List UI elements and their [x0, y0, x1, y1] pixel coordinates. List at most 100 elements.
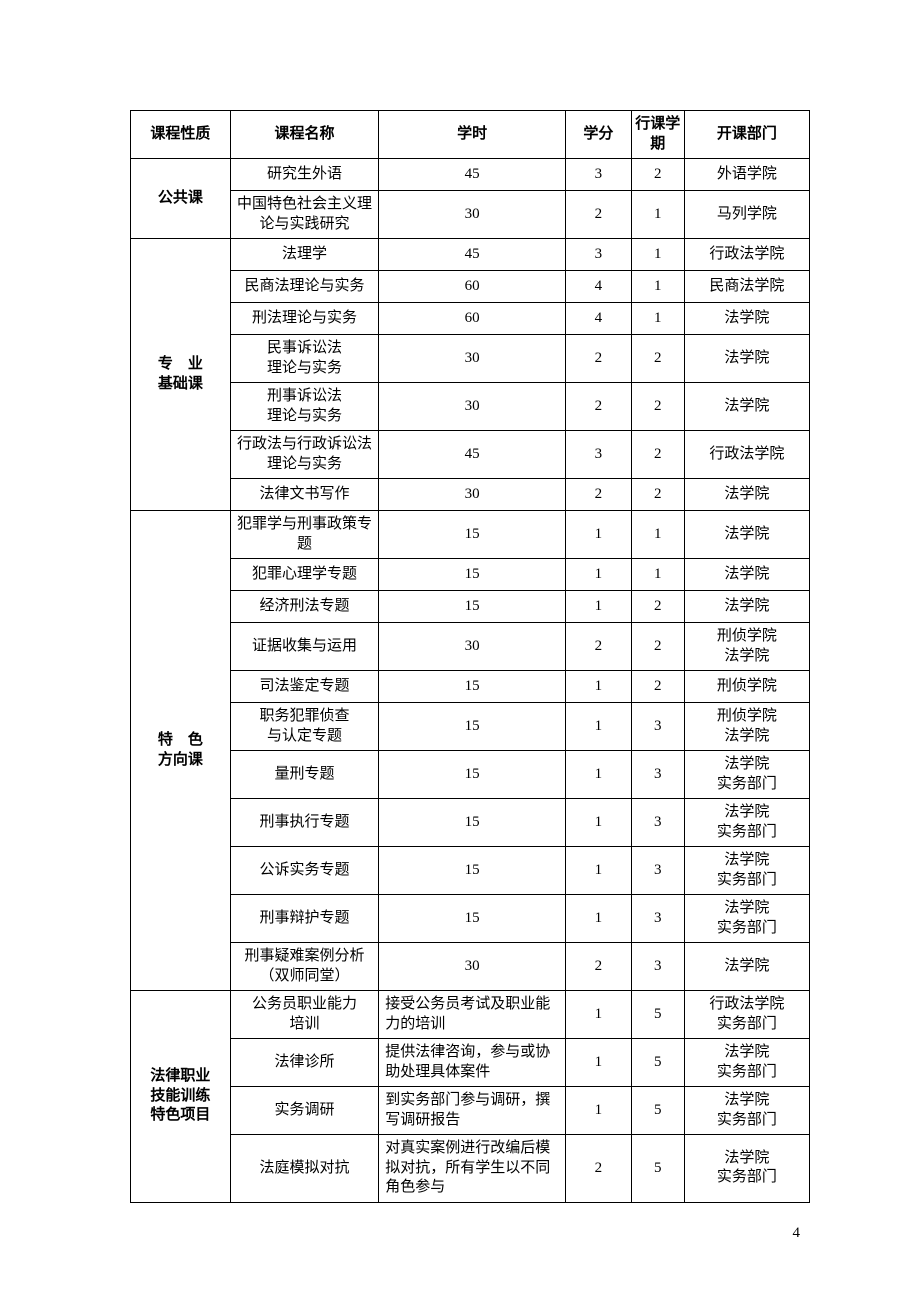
course-credit: 2 [565, 1135, 631, 1203]
course-semester: 5 [631, 991, 684, 1039]
category-cell: 法律职业 技能训练 特色项目 [131, 991, 231, 1203]
table-row: 特 色 方向课 犯罪学与刑事政策专题 15 1 1 法学院 [131, 511, 810, 559]
course-dept: 法学院 [684, 335, 809, 383]
table-row: 专 业 基础课 法理学 45 3 1 行政法学院 [131, 239, 810, 271]
course-semester: 2 [631, 335, 684, 383]
course-name: 民商法理论与实务 [230, 271, 379, 303]
course-name: 公诉实务专题 [230, 847, 379, 895]
course-hours: 60 [379, 271, 566, 303]
course-dept: 法学院实务部门 [684, 799, 809, 847]
course-name: 行政法与行政诉讼法理论与实务 [230, 431, 379, 479]
course-hours: 60 [379, 303, 566, 335]
table-row: 民商法理论与实务 60 4 1 民商法学院 [131, 271, 810, 303]
table-row: 刑事执行专题 15 1 3 法学院实务部门 [131, 799, 810, 847]
course-hours: 30 [379, 191, 566, 239]
course-name: 刑事诉讼法理论与实务 [230, 383, 379, 431]
course-semester: 1 [631, 511, 684, 559]
course-name: 量刑专题 [230, 751, 379, 799]
course-semester: 2 [631, 159, 684, 191]
table-row: 行政法与行政诉讼法理论与实务 45 3 2 行政法学院 [131, 431, 810, 479]
course-semester: 2 [631, 479, 684, 511]
course-hours: 30 [379, 479, 566, 511]
course-credit: 1 [565, 799, 631, 847]
course-hours: 45 [379, 159, 566, 191]
course-credit: 1 [565, 671, 631, 703]
table-row: 犯罪心理学专题 15 1 1 法学院 [131, 559, 810, 591]
course-semester: 2 [631, 431, 684, 479]
course-dept: 法学院实务部门 [684, 1135, 809, 1203]
course-credit: 1 [565, 511, 631, 559]
page-number: 4 [793, 1225, 801, 1242]
category-cell: 特 色 方向课 [131, 511, 231, 991]
course-semester: 5 [631, 1087, 684, 1135]
table-row: 职务犯罪侦查与认定专题 15 1 3 刑侦学院法学院 [131, 703, 810, 751]
header-department: 开课部门 [684, 111, 809, 159]
course-semester: 3 [631, 943, 684, 991]
course-name: 证据收集与运用 [230, 623, 379, 671]
table-row: 经济刑法专题 15 1 2 法学院 [131, 591, 810, 623]
course-credit: 1 [565, 591, 631, 623]
course-hours: 15 [379, 751, 566, 799]
course-dept: 刑侦学院 [684, 671, 809, 703]
course-hours: 30 [379, 623, 566, 671]
course-semester: 1 [631, 271, 684, 303]
course-credit: 2 [565, 623, 631, 671]
course-name: 公务员职业能力培训 [230, 991, 379, 1039]
course-dept: 民商法学院 [684, 271, 809, 303]
course-dept: 法学院 [684, 383, 809, 431]
course-dept: 行政法学院 [684, 239, 809, 271]
course-dept: 法学院实务部门 [684, 895, 809, 943]
course-name: 犯罪心理学专题 [230, 559, 379, 591]
course-dept: 法学院 [684, 511, 809, 559]
course-name: 法理学 [230, 239, 379, 271]
course-hours: 到实务部门参与调研，撰写调研报告 [379, 1087, 566, 1135]
course-name: 民事诉讼法理论与实务 [230, 335, 379, 383]
table-row: 法庭模拟对抗 对真实案例进行改编后模拟对抗，所有学生以不同角色参与 2 5 法学… [131, 1135, 810, 1203]
course-dept: 法学院 [684, 943, 809, 991]
course-credit: 3 [565, 239, 631, 271]
header-hours: 学时 [379, 111, 566, 159]
course-hours: 15 [379, 671, 566, 703]
course-credit: 2 [565, 191, 631, 239]
course-dept: 法学院 [684, 303, 809, 335]
course-credit: 2 [565, 479, 631, 511]
header-credit: 学分 [565, 111, 631, 159]
course-dept: 行政法学院实务部门 [684, 991, 809, 1039]
course-semester: 5 [631, 1039, 684, 1087]
course-name: 刑事疑难案例分析（双师同堂） [230, 943, 379, 991]
table-row: 公共课 研究生外语 45 3 2 外语学院 [131, 159, 810, 191]
course-semester: 2 [631, 671, 684, 703]
table-row: 证据收集与运用 30 2 2 刑侦学院法学院 [131, 623, 810, 671]
course-hours: 30 [379, 383, 566, 431]
course-hours: 提供法律咨询，参与或协助处理具体案件 [379, 1039, 566, 1087]
course-semester: 3 [631, 799, 684, 847]
table-row: 量刑专题 15 1 3 法学院实务部门 [131, 751, 810, 799]
course-semester: 1 [631, 303, 684, 335]
table-row: 刑事辩护专题 15 1 3 法学院实务部门 [131, 895, 810, 943]
course-dept: 刑侦学院法学院 [684, 623, 809, 671]
course-dept: 马列学院 [684, 191, 809, 239]
category-cell: 公共课 [131, 159, 231, 239]
table-row: 法律文书写作 30 2 2 法学院 [131, 479, 810, 511]
table-row: 司法鉴定专题 15 1 2 刑侦学院 [131, 671, 810, 703]
course-credit: 2 [565, 383, 631, 431]
course-credit: 1 [565, 1087, 631, 1135]
course-credit: 1 [565, 1039, 631, 1087]
table-row: 刑事疑难案例分析（双师同堂） 30 2 3 法学院 [131, 943, 810, 991]
course-name: 职务犯罪侦查与认定专题 [230, 703, 379, 751]
course-dept: 法学院 [684, 479, 809, 511]
table-row: 刑事诉讼法理论与实务 30 2 2 法学院 [131, 383, 810, 431]
course-dept: 法学院实务部门 [684, 751, 809, 799]
course-credit: 1 [565, 847, 631, 895]
curriculum-table: 课程性质 课程名称 学时 学分 行课学期 开课部门 公共课 研究生外语 45 3… [130, 110, 810, 1203]
course-name: 犯罪学与刑事政策专题 [230, 511, 379, 559]
category-cell: 专 业 基础课 [131, 239, 231, 511]
course-dept: 外语学院 [684, 159, 809, 191]
document-page: 课程性质 课程名称 学时 学分 行课学期 开课部门 公共课 研究生外语 45 3… [0, 0, 920, 1203]
course-semester: 5 [631, 1135, 684, 1203]
header-category: 课程性质 [131, 111, 231, 159]
course-hours: 15 [379, 799, 566, 847]
course-name: 实务调研 [230, 1087, 379, 1135]
table-row: 法律职业 技能训练 特色项目 公务员职业能力培训 接受公务员考试及职业能力的培训… [131, 991, 810, 1039]
course-hours: 15 [379, 895, 566, 943]
